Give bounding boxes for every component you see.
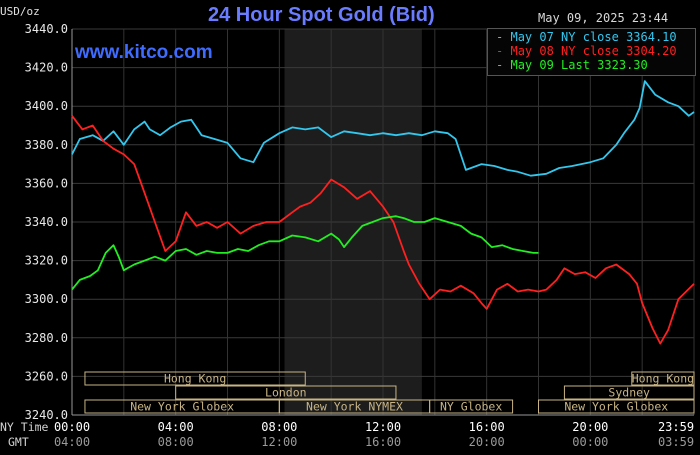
market-session-label: New York Globex [564,400,668,414]
market-session-label: London [265,386,307,400]
ny-tick-label: 16:00 [469,420,505,434]
y-tick-label: 3420.0 [25,61,68,75]
legend-label: May 07 NY close 3364.10 [510,30,677,44]
market-session-label: Hong Kong [632,372,694,386]
y-tick-label: 3340.0 [25,215,68,229]
market-session-label: New York Globex [130,400,234,414]
gmt-tick-label: 12:00 [261,435,297,449]
market-session-bar [631,371,695,386]
ny-time-row-label: NY Time [0,420,49,434]
legend-swatch: - [496,30,504,44]
legend-item-may07: - May 07 NY close 3364.10 [496,30,677,44]
y-tick-label: 3360.0 [25,176,68,190]
brand-link[interactable]: www.kitco.com [75,42,213,63]
market-session-label: NY Globex [440,400,502,414]
market-session-label: New York NYMEX [306,400,403,414]
ny-tick-label: 20:00 [572,420,608,434]
ny-tick-label: 12:00 [365,420,401,434]
ny-tick-label: 04:00 [158,420,194,434]
legend-label: May 08 NY close 3304.20 [510,44,677,58]
series-line-2 [71,215,539,291]
series-line-1 [71,115,695,345]
y-tick-label: 3380.0 [25,138,68,152]
gmt-tick-label: 20:00 [469,435,505,449]
y-tick-label: 3260.0 [25,369,68,383]
market-session-label: Sydney [608,386,650,400]
y-tick-label: 3440.0 [25,22,68,36]
legend: - May 07 NY close 3364.10 - May 08 NY cl… [487,28,696,76]
unit-label: USD/oz [0,5,40,18]
gmt-tick-label: 03:59 [658,435,694,449]
y-tick-label: 3280.0 [25,331,68,345]
y-tick-label: 3320.0 [25,254,68,268]
legend-item-may09: - May 09 Last 3323.30 [496,58,648,72]
legend-item-may08: - May 08 NY close 3304.20 [496,44,677,58]
timestamp: May 09, 2025 23:44 [538,11,669,25]
market-session-bar [175,385,397,400]
ny-tick-label: 23:59 [658,420,694,434]
y-tick-label: 3240.0 [25,408,68,422]
gmt-tick-label: 16:00 [365,435,401,449]
market-session-bar [84,371,306,386]
y-tick-label: 3300.0 [25,292,68,306]
gmt-tick-label: 04:00 [54,435,90,449]
market-session-bar [563,385,695,400]
chart-title: 24 Hour Spot Gold (Bid) [208,4,435,26]
market-session-bar [538,399,695,414]
market-session-label: Hong Kong [164,372,226,386]
ny-tick-label: 00:00 [54,420,90,434]
ny-tick-label: 08:00 [261,420,297,434]
legend-swatch: - [496,44,504,58]
gmt-tick-label: 00:00 [572,435,608,449]
market-session-bar [429,399,514,414]
legend-label: May 09 Last 3323.30 [510,58,648,72]
gmt-tick-label: 08:00 [158,435,194,449]
gmt-row-label: GMT [8,435,29,449]
legend-swatch: - [496,58,504,72]
series-line-0 [71,80,695,177]
y-tick-label: 3400.0 [25,99,68,113]
